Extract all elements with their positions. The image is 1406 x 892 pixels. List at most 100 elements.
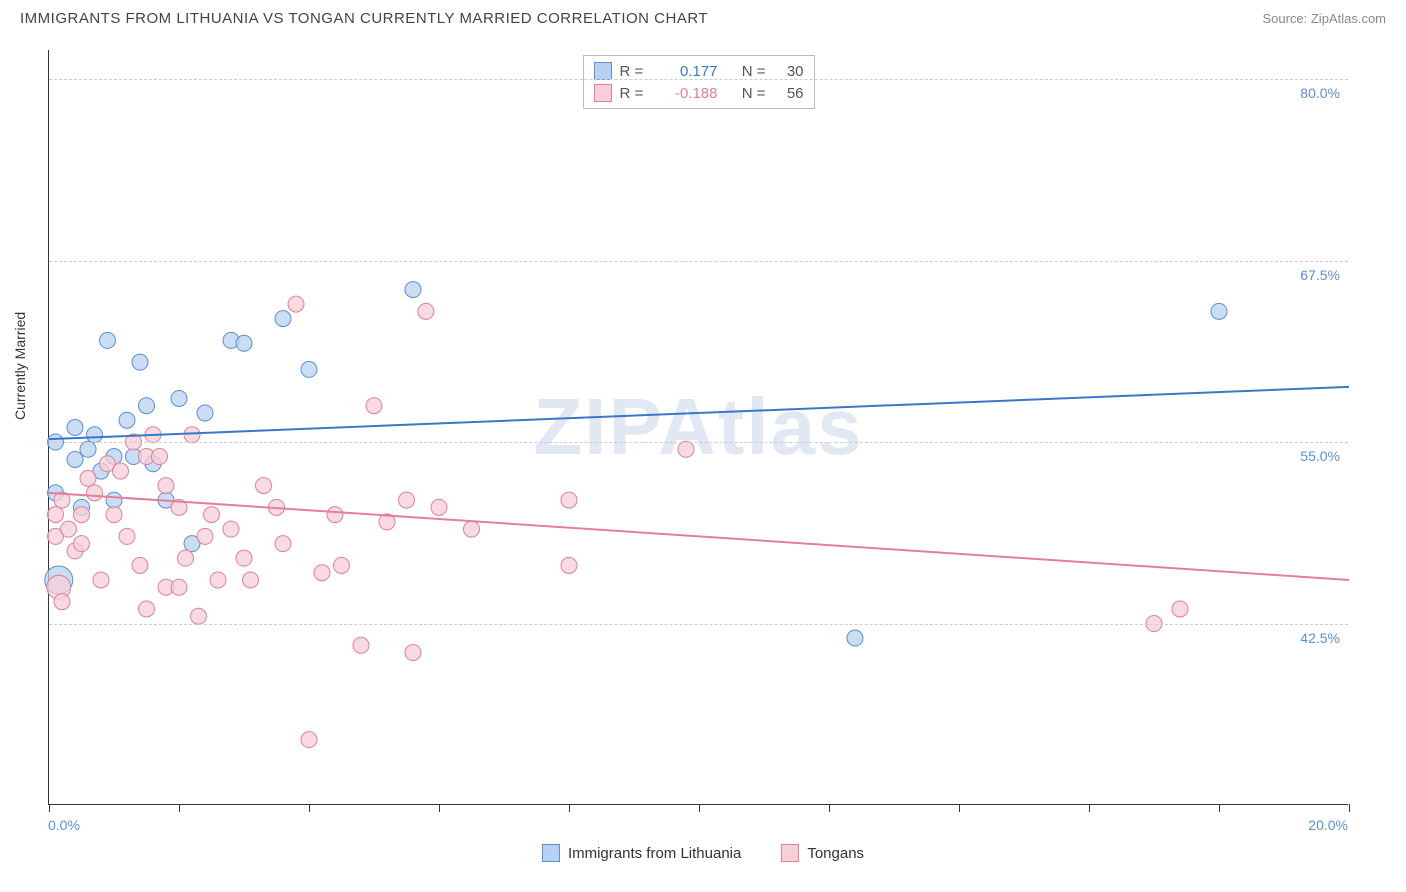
x-tick xyxy=(959,804,960,812)
scatter-point xyxy=(113,463,129,479)
scatter-point xyxy=(87,427,103,443)
gridline-h xyxy=(49,79,1348,80)
n-value: 30 xyxy=(774,63,804,80)
gridline-h xyxy=(49,442,1348,443)
scatter-point xyxy=(561,557,577,573)
source-label: Source: ZipAtlas.com xyxy=(1262,11,1386,26)
scatter-point xyxy=(236,335,252,351)
scatter-point xyxy=(327,507,343,523)
x-tick xyxy=(829,804,830,812)
chart-plot-area: ZIPAtlas R =0.177N =30R =-0.188N =56 42.… xyxy=(48,50,1348,805)
scatter-point xyxy=(119,528,135,544)
y-tick-label: 55.0% xyxy=(1300,448,1340,464)
scatter-svg xyxy=(49,50,1348,804)
r-value: 0.177 xyxy=(658,63,718,80)
scatter-point xyxy=(561,492,577,508)
legend-swatch-icon xyxy=(781,844,799,862)
y-tick-label: 80.0% xyxy=(1300,85,1340,101)
scatter-point xyxy=(197,405,213,421)
scatter-point xyxy=(80,441,96,457)
scatter-point xyxy=(171,390,187,406)
scatter-point xyxy=(204,507,220,523)
series-legend-label: Tongans xyxy=(807,845,864,862)
y-axis-label: Currently Married xyxy=(12,312,28,420)
x-tick xyxy=(1089,804,1090,812)
scatter-point xyxy=(314,565,330,581)
scatter-point xyxy=(275,536,291,552)
scatter-point xyxy=(1172,601,1188,617)
scatter-point xyxy=(152,449,168,465)
scatter-point xyxy=(67,420,83,436)
scatter-point xyxy=(353,637,369,653)
x-tick xyxy=(1349,804,1350,812)
scatter-point xyxy=(139,601,155,617)
r-value: -0.188 xyxy=(658,85,718,102)
n-label: N = xyxy=(726,85,766,102)
series-legend-label: Immigrants from Lithuania xyxy=(568,845,741,862)
scatter-point xyxy=(288,296,304,312)
series-legend-item: Tongans xyxy=(781,844,864,862)
gridline-h xyxy=(49,261,1348,262)
scatter-point xyxy=(223,521,239,537)
scatter-point xyxy=(334,557,350,573)
scatter-point xyxy=(243,572,259,588)
x-tick xyxy=(179,804,180,812)
scatter-point xyxy=(106,492,122,508)
scatter-point xyxy=(48,507,64,523)
x-tick xyxy=(49,804,50,812)
scatter-point xyxy=(132,557,148,573)
scatter-point xyxy=(191,608,207,624)
x-tick xyxy=(439,804,440,812)
chart-header: IMMIGRANTS FROM LITHUANIA VS TONGAN CURR… xyxy=(0,0,1406,35)
scatter-point xyxy=(197,528,213,544)
scatter-point xyxy=(93,572,109,588)
r-label: R = xyxy=(620,63,650,80)
scatter-point xyxy=(67,451,83,467)
series-legend-item: Immigrants from Lithuania xyxy=(542,844,741,862)
scatter-point xyxy=(464,521,480,537)
r-label: R = xyxy=(620,85,650,102)
scatter-point xyxy=(301,732,317,748)
scatter-point xyxy=(158,478,174,494)
scatter-point xyxy=(431,499,447,515)
scatter-point xyxy=(678,441,694,457)
legend-swatch-icon xyxy=(542,844,560,862)
scatter-point xyxy=(399,492,415,508)
scatter-point xyxy=(256,478,272,494)
series-legend: Immigrants from Lithuania Tongans xyxy=(542,844,864,862)
legend-swatch-icon xyxy=(594,84,612,102)
x-tick-label: 0.0% xyxy=(48,817,80,833)
x-tick-label: 20.0% xyxy=(1308,817,1348,833)
n-label: N = xyxy=(726,63,766,80)
scatter-point xyxy=(275,311,291,327)
correlation-legend-row: R = -0.188 N = 56 xyxy=(594,82,804,104)
scatter-point xyxy=(132,354,148,370)
x-tick xyxy=(1219,804,1220,812)
scatter-point xyxy=(366,398,382,414)
scatter-point xyxy=(405,282,421,298)
scatter-point xyxy=(100,332,116,348)
chart-title: IMMIGRANTS FROM LITHUANIA VS TONGAN CURR… xyxy=(20,10,708,27)
scatter-point xyxy=(61,521,77,537)
scatter-point xyxy=(80,470,96,486)
scatter-point xyxy=(1211,303,1227,319)
scatter-point xyxy=(178,550,194,566)
scatter-point xyxy=(184,427,200,443)
scatter-point xyxy=(210,572,226,588)
scatter-point xyxy=(139,398,155,414)
scatter-point xyxy=(418,303,434,319)
x-tick xyxy=(569,804,570,812)
scatter-point xyxy=(106,507,122,523)
scatter-point xyxy=(74,507,90,523)
x-tick xyxy=(309,804,310,812)
y-tick-label: 67.5% xyxy=(1300,267,1340,283)
x-tick xyxy=(699,804,700,812)
n-value: 56 xyxy=(774,85,804,102)
correlation-legend: R = 0.177 N = 30 R = -0.188 N = 56 xyxy=(583,55,815,109)
scatter-point xyxy=(405,645,421,661)
scatter-point xyxy=(301,361,317,377)
trend-line xyxy=(49,493,1349,580)
gridline-h xyxy=(49,624,1348,625)
scatter-point xyxy=(74,536,90,552)
scatter-point xyxy=(119,412,135,428)
